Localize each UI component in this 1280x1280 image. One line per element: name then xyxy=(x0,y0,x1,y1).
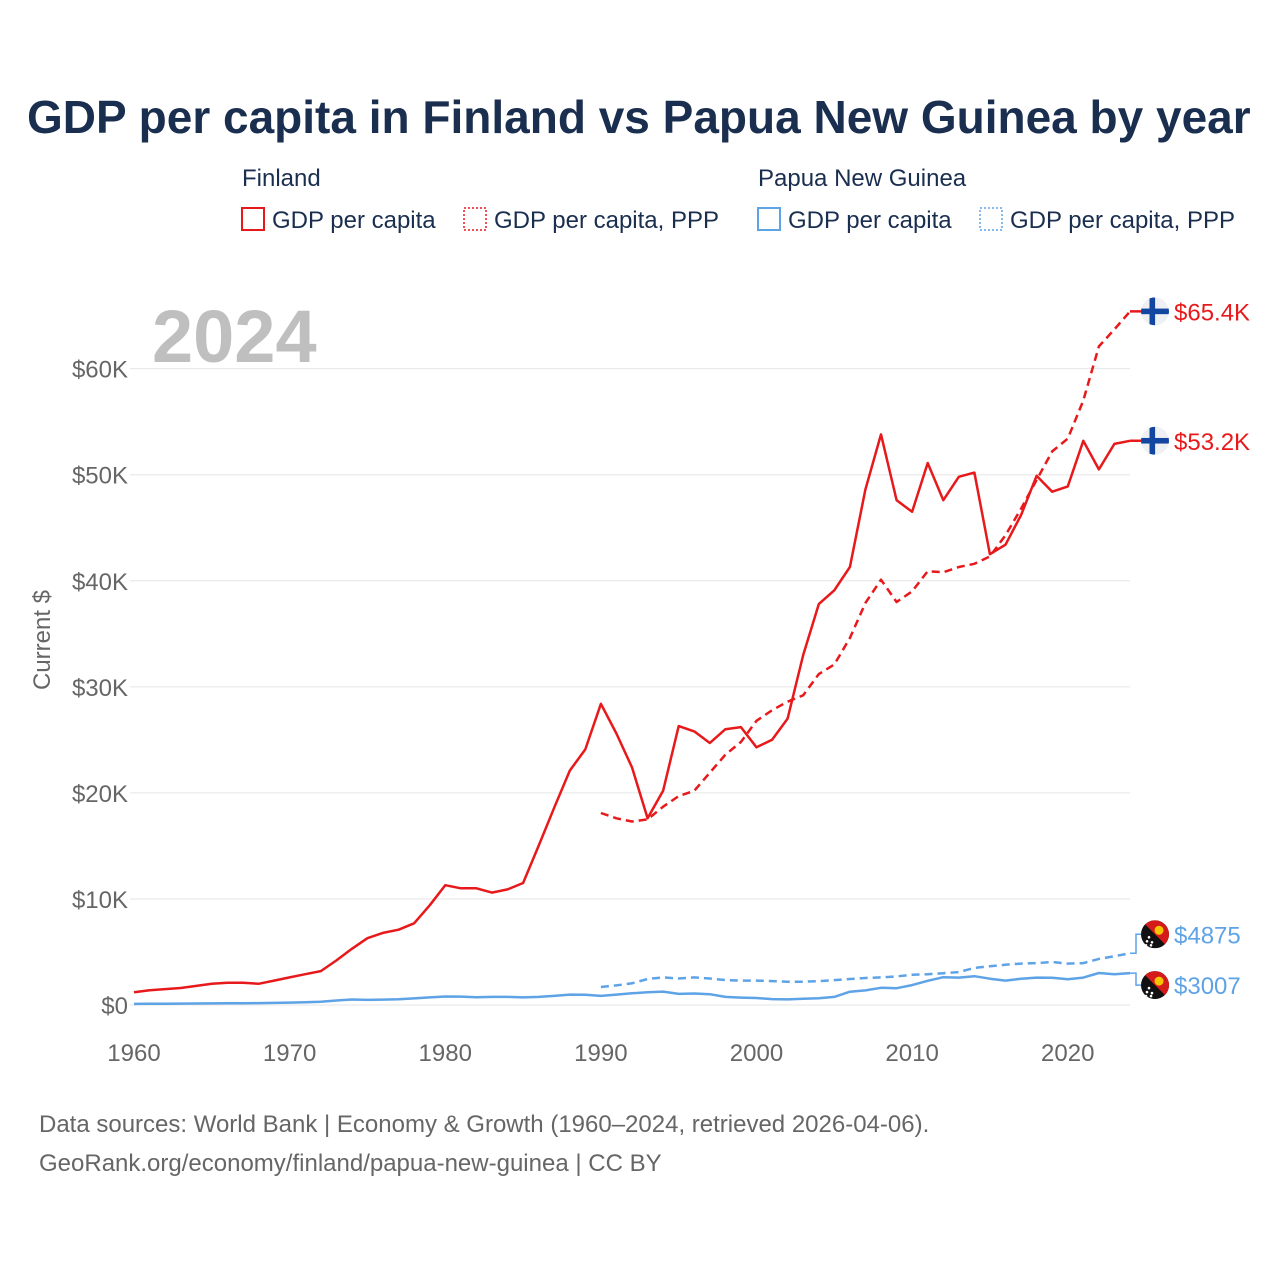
flag-star xyxy=(1147,935,1151,939)
legend-item-label: GDP per capita xyxy=(272,207,436,234)
y-tick-label: $10K xyxy=(72,887,128,914)
x-tick-label: 1970 xyxy=(263,1040,316,1067)
x-tick-label: 1980 xyxy=(419,1040,472,1067)
flag-star xyxy=(1149,994,1153,998)
end-value-label: $65.4K xyxy=(1174,299,1250,326)
x-axis: 1960 1970 1980 1990 2000 2010 2020 xyxy=(107,1040,1094,1067)
legend-swatch-solid xyxy=(241,207,265,231)
flag-body xyxy=(1141,971,1169,1000)
y-axis-label: Current $ xyxy=(29,590,56,690)
x-tick-label: 2000 xyxy=(730,1040,783,1067)
series-line-papua-new-guinea-gdp-per-capita-ppp xyxy=(600,952,1131,989)
flag-star xyxy=(1144,994,1148,998)
end-value-label: $53.2K xyxy=(1174,429,1250,456)
end-connector xyxy=(1130,972,1141,986)
end-connector xyxy=(1130,933,1141,955)
chart-title: GDP per capita in Finland vs Papua New G… xyxy=(27,91,1251,143)
legend-group-title: Papua New Guinea xyxy=(758,165,967,192)
gridlines xyxy=(130,368,1130,1006)
flag-body xyxy=(1141,297,1169,326)
papua-new-guinea-flag-icon xyxy=(1141,971,1169,1000)
flag-star xyxy=(1144,943,1148,947)
flag-star xyxy=(1150,991,1154,995)
legend-swatch-dotted xyxy=(463,207,487,231)
finland-flag-icon xyxy=(1141,426,1169,455)
y-tick-label: $50K xyxy=(72,463,128,490)
flag-bird xyxy=(1154,925,1164,935)
series-line-papua-new-guinea-gdp-per-capita xyxy=(133,971,1131,1006)
flag-body xyxy=(1141,426,1169,455)
end-value-label: $3007 xyxy=(1174,973,1241,1000)
footer-sources: Data sources: World Bank | Economy & Gro… xyxy=(39,1111,929,1138)
year-label: 2024 xyxy=(152,295,317,378)
legend-swatch-solid xyxy=(757,207,781,231)
legend-item-label: GDP per capita, PPP xyxy=(494,207,719,234)
legend: Finland GDP per capita GDP per capita, PPP… xyxy=(241,165,1235,234)
flag-cross-v xyxy=(1149,297,1156,326)
end-markers: $53.2K $65.4K $3007 $4875 xyxy=(1130,297,1250,1000)
flag-star xyxy=(1145,990,1149,994)
x-tick-label: 2010 xyxy=(885,1040,938,1067)
flag-star xyxy=(1145,939,1149,943)
legend-item-label: GDP per capita xyxy=(788,207,952,234)
y-tick-label: $0 xyxy=(101,993,128,1020)
y-tick-label: $60K xyxy=(72,357,128,384)
y-tick-label: $20K xyxy=(72,781,128,808)
x-tick-label: 2020 xyxy=(1041,1040,1094,1067)
y-tick-label: $40K xyxy=(72,569,128,596)
flag-body xyxy=(1141,920,1169,949)
y-tick-label: $30K xyxy=(72,675,128,702)
footer-site: GeoRank.org/economy/finland/papua-new-gu… xyxy=(39,1150,662,1177)
end-value-label: $4875 xyxy=(1174,922,1241,949)
y-axis: $0 $10K $20K $30K $40K $50K $60K xyxy=(72,357,128,1020)
legend-group-title: Finland xyxy=(242,165,321,192)
legend-swatch-dotted xyxy=(979,207,1003,231)
flag-bird xyxy=(1154,976,1164,986)
flag-star xyxy=(1147,986,1151,990)
legend-item-label: GDP per capita, PPP xyxy=(1010,207,1235,234)
x-tick-label: 1960 xyxy=(107,1040,160,1067)
flag-star xyxy=(1149,943,1153,947)
flag-star xyxy=(1150,940,1154,944)
flag-cross-v xyxy=(1149,426,1156,455)
x-tick-label: 1990 xyxy=(574,1040,627,1067)
series-line-finland-gdp-per-capita-ppp xyxy=(600,310,1131,823)
series-line-finland-gdp-per-capita xyxy=(133,433,1131,994)
finland-flag-icon xyxy=(1141,297,1169,326)
series-lines xyxy=(133,310,1131,1006)
papua-new-guinea-flag-icon xyxy=(1141,920,1169,949)
